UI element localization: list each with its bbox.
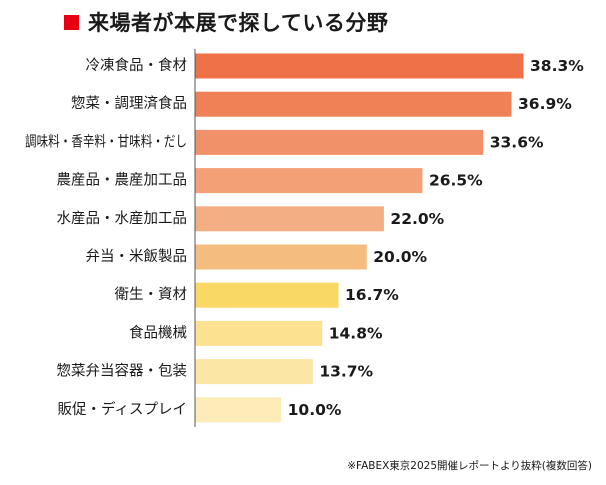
- category-label: 販促・ディスプレイ: [58, 400, 187, 418]
- value-label: 33.6%: [490, 133, 544, 151]
- value-label: 14.8%: [329, 324, 383, 342]
- category-label: 水産品・水産加工品: [57, 210, 188, 227]
- bar: [195, 91, 512, 117]
- category-label: 食品機械: [129, 324, 187, 341]
- bar: [195, 282, 339, 308]
- value-label: 38.3%: [530, 57, 584, 75]
- value-label: 13.7%: [319, 363, 373, 381]
- value-label: 26.5%: [429, 172, 483, 190]
- category-label: 惣菜弁当容器・包装: [57, 363, 188, 380]
- value-label: 16.7%: [345, 286, 399, 304]
- category-label: 惣菜・調理済食品: [71, 95, 187, 112]
- chart-title: 来場者が本展で探している分野: [64, 8, 388, 36]
- bar: [195, 320, 323, 346]
- value-label: 36.9%: [518, 95, 572, 113]
- bar: [195, 206, 384, 232]
- category-label: 衛生・資材: [115, 286, 188, 303]
- footnote: ※FABEX東京2025開催レポートより抜粋(複数回答): [347, 460, 592, 472]
- title-marker-square: [64, 14, 79, 30]
- value-label: 20.0%: [373, 248, 427, 266]
- chart-title-text: 来場者が本展で探している分野: [88, 11, 389, 35]
- value-label: 10.0%: [288, 401, 342, 419]
- bar: [195, 129, 484, 155]
- bar: [195, 397, 282, 423]
- category-label: 調味料・香辛料・甘味料・だし: [25, 133, 187, 150]
- category-label: 弁当・米飯製品: [86, 248, 188, 265]
- bar: [195, 168, 423, 194]
- bar: [195, 244, 367, 270]
- category-label: 農産品・農産加工品: [57, 172, 188, 189]
- category-label: 冷凍食品・食材: [86, 57, 188, 74]
- bar: [195, 53, 524, 79]
- value-label: 22.0%: [390, 210, 444, 228]
- bar: [195, 359, 313, 385]
